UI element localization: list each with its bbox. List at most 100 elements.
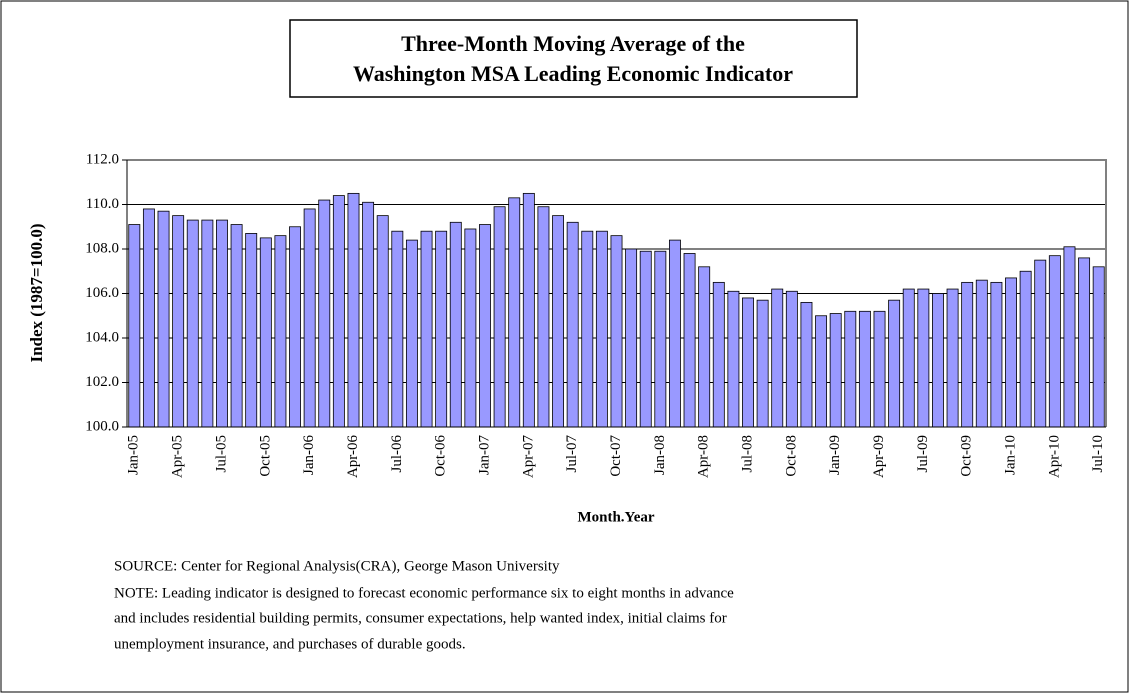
x-tick-label: Apr-10: [1046, 435, 1062, 478]
note: unemployment insurance, and purchases of…: [114, 636, 466, 652]
y-tick-label: 100.0: [85, 418, 119, 434]
bar: [259, 237, 272, 428]
y-tick-label: 112.0: [86, 151, 119, 167]
bar: [522, 192, 535, 428]
x-tick-label: Apr-08: [696, 435, 712, 478]
bar: [990, 281, 1003, 428]
y-tick-label: 110.0: [86, 196, 119, 212]
x-tick-label: Jan-09: [827, 435, 843, 475]
bar: [698, 266, 711, 428]
bar: [289, 226, 301, 428]
bar: [318, 199, 331, 428]
y-tick-label: 106.0: [85, 285, 119, 301]
bar: [829, 313, 842, 428]
x-tick-label: Jan-05: [126, 435, 142, 475]
bar: [493, 206, 506, 428]
bar: [479, 224, 491, 428]
bar: [1063, 246, 1076, 428]
bar: [449, 221, 462, 428]
note: NOTE: Leading indicator is designed to f…: [114, 585, 734, 601]
title-box: [289, 19, 858, 98]
bar: [201, 219, 214, 428]
bar: [625, 248, 638, 428]
x-tick-label: Jan-10: [1002, 435, 1018, 475]
bar: [654, 250, 667, 428]
bar: [771, 288, 784, 428]
bar: [332, 195, 345, 428]
x-tick-label: Jul-08: [739, 435, 755, 473]
x-tick-label: Jul-09: [915, 435, 931, 473]
bar: [362, 201, 375, 428]
x-tick-label: Apr-09: [871, 435, 887, 478]
bar: [610, 235, 623, 428]
bar: [742, 297, 754, 428]
x-tick-label: Jul-07: [564, 435, 580, 473]
bar: [1048, 255, 1061, 428]
bar: [172, 215, 185, 428]
bar: [1005, 277, 1017, 428]
bar: [888, 299, 901, 428]
bar: [420, 230, 433, 428]
bar: [347, 192, 360, 428]
bar: [157, 210, 170, 428]
x-tick-label: Jan-06: [301, 435, 317, 475]
bar: [873, 310, 886, 428]
bar: [508, 197, 521, 428]
bar: [902, 288, 915, 428]
x-tick-label: Jan-07: [476, 435, 492, 475]
x-tick-label: Oct-07: [608, 435, 624, 477]
bar: [552, 215, 565, 428]
bar: [128, 224, 141, 428]
x-axis-label: Month.Year: [577, 509, 654, 525]
bar: [844, 310, 857, 428]
x-tick-label: Apr-06: [345, 435, 361, 479]
bar: [858, 310, 871, 428]
bar: [917, 288, 930, 428]
x-tick-label: Oct-06: [433, 435, 449, 477]
bar: [1019, 270, 1032, 428]
bar: [683, 253, 696, 428]
y-axis-label: Index (1987=100.0): [27, 223, 46, 362]
bar: [376, 215, 389, 428]
x-tick-label: Oct-05: [257, 435, 273, 477]
bar: [186, 219, 199, 428]
y-tick-label: 102.0: [85, 374, 119, 390]
bar: [405, 239, 418, 428]
x-tick-label: Apr-07: [520, 435, 536, 479]
bar: [800, 301, 813, 428]
bar: [785, 290, 798, 428]
y-tick-label: 104.0: [85, 329, 119, 345]
bar: [712, 281, 725, 428]
x-tick-label: Oct-09: [959, 435, 975, 477]
note: and includes residential building permit…: [114, 610, 727, 626]
chart-title: Three-Month Moving Average of the: [401, 31, 745, 56]
x-tick-label: Jan-08: [652, 435, 668, 475]
bar: [581, 230, 594, 428]
bar: [230, 224, 243, 428]
bar: [668, 239, 681, 428]
bar: [961, 281, 974, 428]
bar: [216, 219, 228, 428]
bar: [815, 315, 828, 428]
y-tick-label: 108.0: [85, 240, 119, 256]
bar: [1078, 257, 1091, 428]
bar: [756, 299, 769, 428]
bar: [946, 288, 959, 428]
x-tick-label: Jul-10: [1090, 435, 1106, 473]
bar: [639, 250, 652, 428]
chart-subtitle: Washington MSA Leading Economic Indicato…: [353, 61, 793, 86]
bar: [566, 221, 579, 428]
plot-border: [127, 159, 1107, 427]
bar: [303, 208, 316, 428]
note: SOURCE: Center for Regional Analysis(CRA…: [114, 558, 560, 574]
bar: [1034, 259, 1047, 428]
x-tick-label: Jul-06: [389, 435, 405, 473]
bar: [464, 228, 477, 428]
bar: [391, 230, 404, 428]
bar: [932, 293, 944, 428]
bar: [537, 206, 550, 428]
bar: [274, 235, 287, 428]
bar: [142, 208, 155, 428]
